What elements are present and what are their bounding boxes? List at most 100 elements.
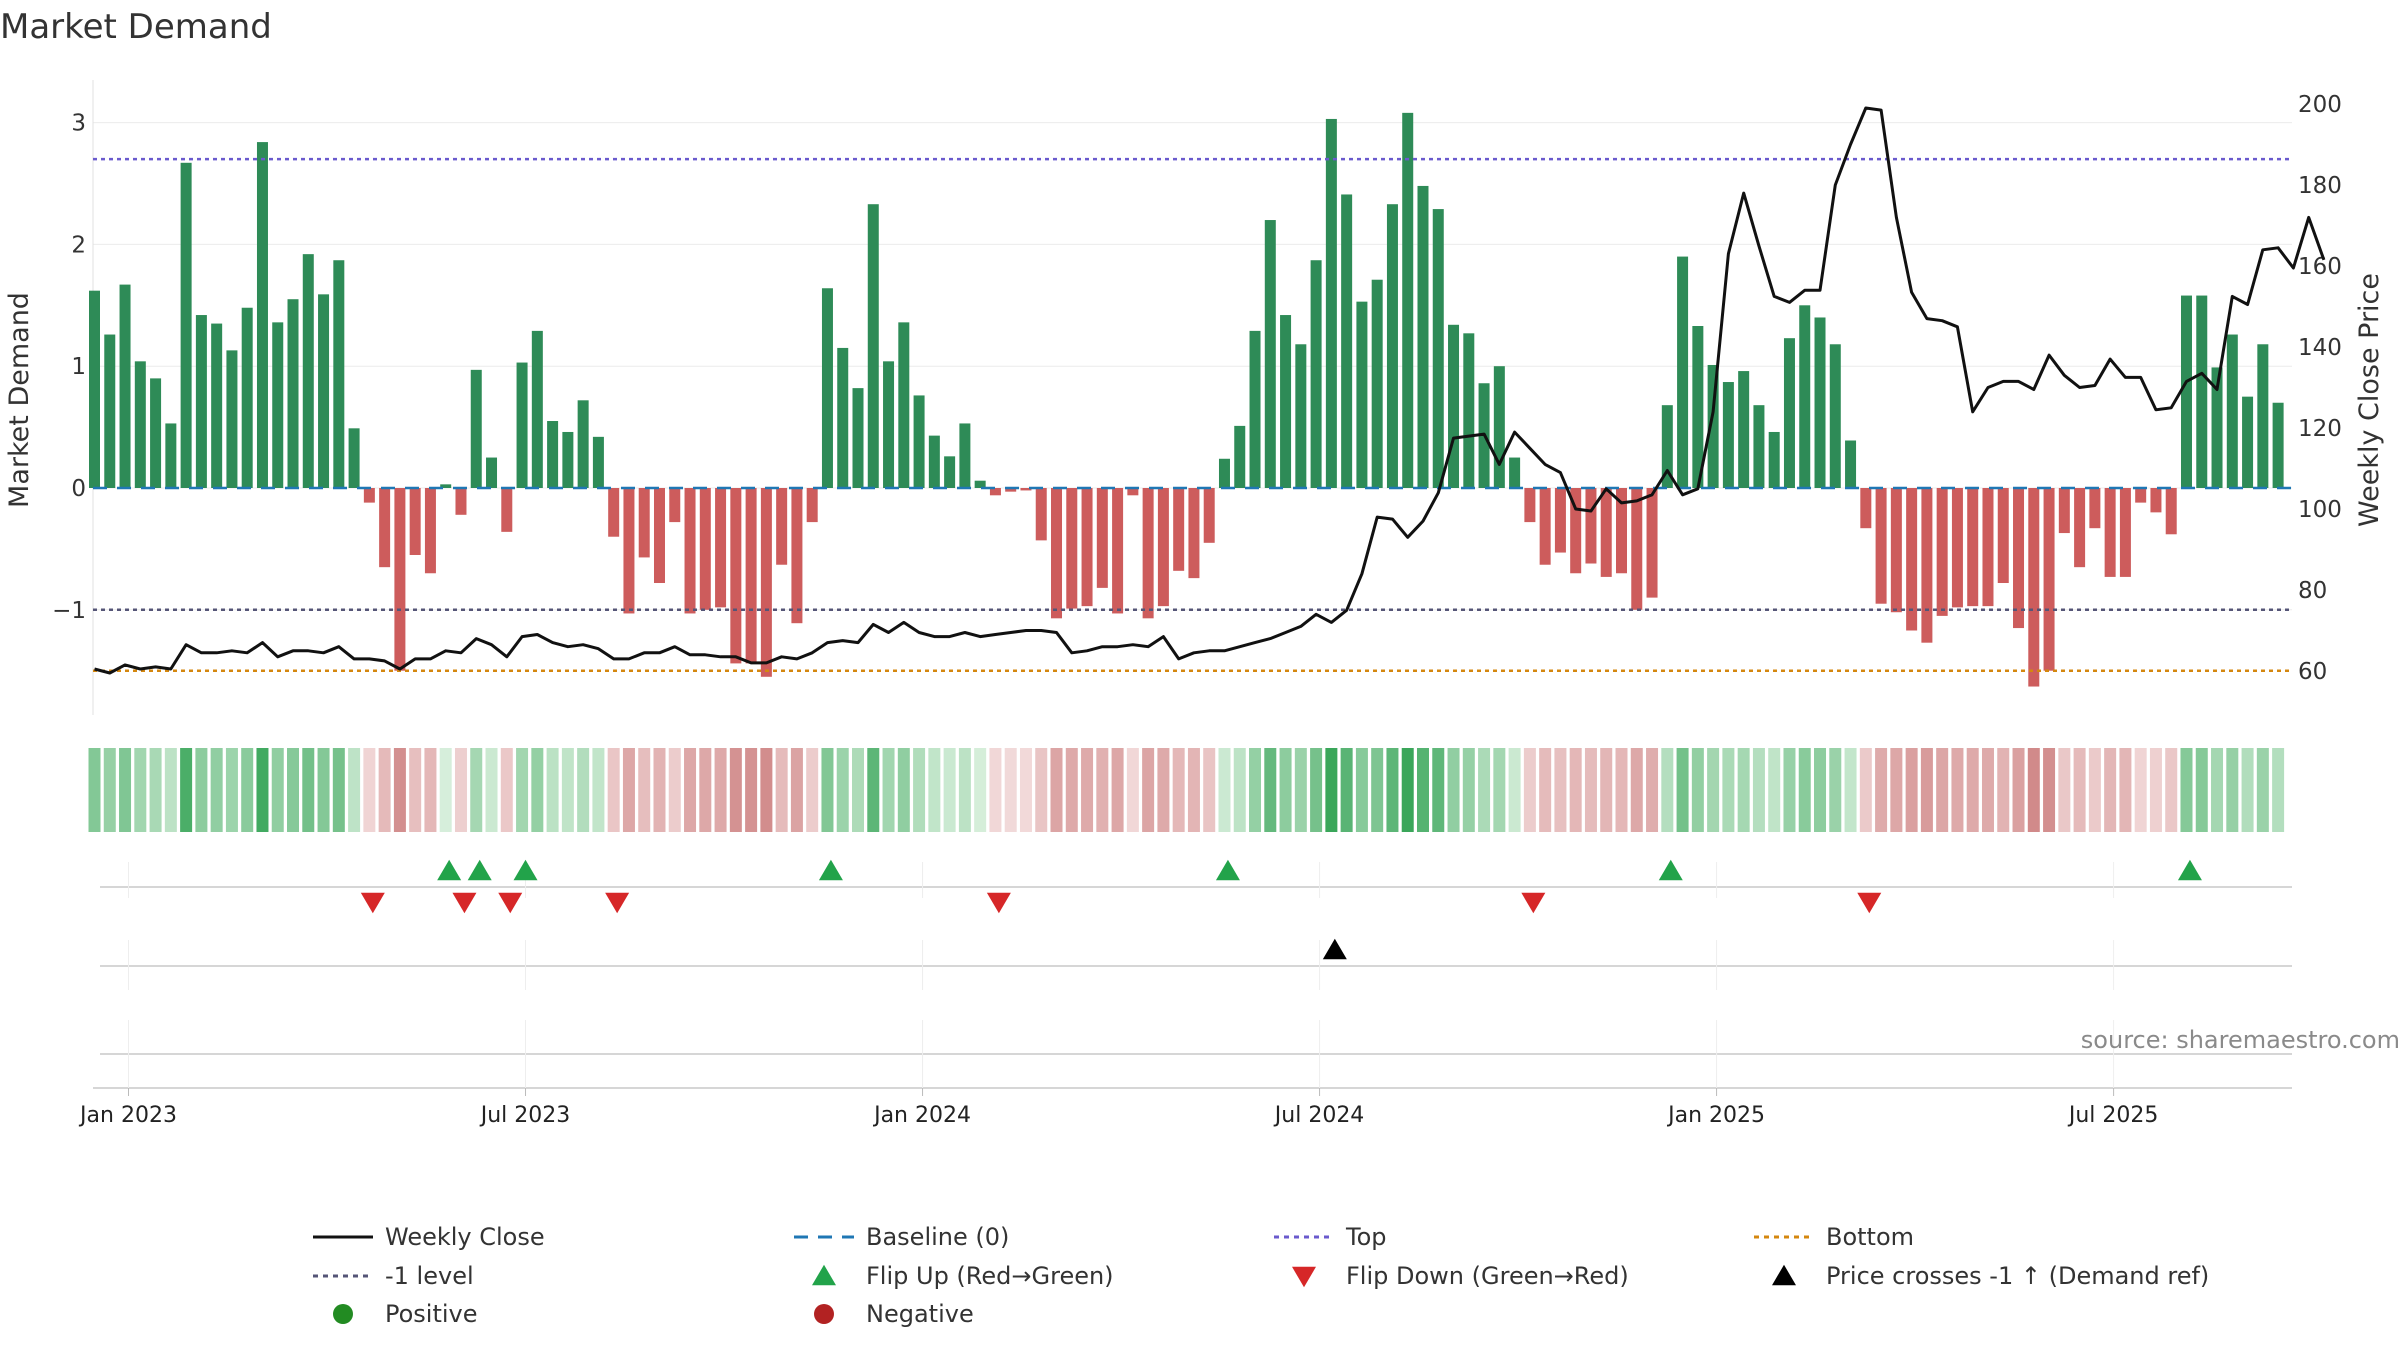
demand-bar bbox=[2242, 396, 2254, 488]
heat-cell bbox=[1310, 748, 1323, 832]
heat-cell bbox=[913, 748, 926, 832]
demand-bar bbox=[913, 395, 925, 488]
chart-title: Market Demand bbox=[0, 7, 272, 47]
heat-cell bbox=[638, 748, 651, 832]
legend-label: -1 level bbox=[385, 1262, 474, 1290]
heat-cell bbox=[1004, 748, 1017, 832]
heat-cell bbox=[2180, 748, 2193, 832]
cross-marker bbox=[1322, 938, 1347, 960]
heat-cell bbox=[164, 748, 177, 832]
demand-bar bbox=[165, 423, 177, 488]
heat-cell bbox=[2134, 748, 2147, 832]
demand-bar bbox=[531, 330, 543, 488]
heat-cell bbox=[1752, 748, 1765, 832]
x-tick-label: Jan 2024 bbox=[872, 1103, 971, 1128]
demand-bar bbox=[333, 260, 345, 488]
heat-cell bbox=[1218, 748, 1231, 832]
demand-bar bbox=[1768, 431, 1780, 488]
heat-cell bbox=[2058, 748, 2071, 832]
heat-cell bbox=[836, 748, 849, 832]
demand-bar bbox=[1936, 488, 1948, 616]
demand-bar bbox=[348, 428, 360, 488]
demand-bar bbox=[1860, 488, 1872, 529]
demand-bar bbox=[424, 488, 436, 574]
demand-bar bbox=[516, 362, 528, 488]
demand-bar bbox=[2043, 488, 2055, 671]
heat-cell bbox=[668, 748, 681, 832]
heat-cell bbox=[1691, 748, 1704, 832]
demand-bar bbox=[1402, 112, 1414, 488]
heat-cell bbox=[393, 748, 406, 832]
heat-cell bbox=[745, 748, 758, 832]
heat-cell bbox=[1172, 748, 1185, 832]
heat-cell bbox=[1142, 748, 1155, 832]
demand-bar bbox=[1493, 366, 1505, 488]
flip-up-marker bbox=[1215, 859, 1240, 881]
demand-bar bbox=[715, 488, 727, 608]
y2-tick-label: 140 bbox=[2298, 335, 2342, 361]
heat-cell bbox=[1936, 748, 1949, 832]
demand-bar bbox=[1890, 488, 1902, 613]
heat-cell bbox=[1478, 748, 1491, 832]
legend-label: Negative bbox=[866, 1300, 974, 1328]
demand-bar bbox=[2272, 402, 2284, 488]
demand-bar bbox=[134, 361, 146, 488]
heat-cell bbox=[1859, 748, 1872, 832]
demand-bar bbox=[837, 347, 849, 488]
demand-bar bbox=[1509, 457, 1521, 488]
legend-label: Weekly Close bbox=[385, 1223, 545, 1251]
flip-down-marker bbox=[605, 892, 630, 914]
demand-bar bbox=[745, 488, 757, 664]
y2-tick-label: 120 bbox=[2298, 416, 2342, 442]
legend-swatch bbox=[1772, 1264, 1796, 1286]
source-label: source: sharemaestro.com bbox=[2081, 1026, 2400, 1054]
heat-cell bbox=[958, 748, 971, 832]
demand-bar bbox=[1906, 488, 1918, 631]
demand-bar bbox=[1112, 488, 1124, 614]
demand-bar bbox=[1631, 488, 1643, 610]
heat-cell bbox=[684, 748, 697, 832]
demand-bar bbox=[272, 322, 284, 488]
demand-bar bbox=[2119, 488, 2131, 577]
heat-cell bbox=[88, 748, 101, 832]
heat-cell bbox=[1401, 748, 1414, 832]
demand-bar bbox=[1020, 488, 1032, 491]
demand-bar bbox=[1264, 220, 1276, 489]
demand-bar bbox=[2150, 488, 2162, 513]
demand-bar bbox=[1386, 204, 1398, 488]
heat-cell bbox=[1035, 748, 1048, 832]
demand-bar bbox=[211, 323, 223, 488]
demand-bar bbox=[1234, 425, 1246, 488]
heat-cell bbox=[1050, 748, 1063, 832]
heat-cell bbox=[409, 748, 422, 832]
demand-bar bbox=[699, 488, 711, 610]
heat-cell bbox=[2088, 748, 2101, 832]
y2-tick-label: 100 bbox=[2298, 497, 2342, 523]
demand-bar bbox=[180, 162, 192, 488]
demand-bar bbox=[1753, 405, 1765, 488]
heat-cell bbox=[2027, 748, 2040, 832]
heat-cell bbox=[1065, 748, 1078, 832]
demand-bar bbox=[1722, 382, 1734, 488]
demand-bar bbox=[1600, 488, 1612, 577]
demand-bar bbox=[1203, 488, 1215, 543]
heat-cell bbox=[1508, 748, 1521, 832]
heat-cell bbox=[775, 748, 788, 832]
y2-tick-label: 80 bbox=[2298, 578, 2327, 604]
heat-cell bbox=[622, 748, 635, 832]
legend-item-cross: Price crosses -1 ↑ (Demand ref) bbox=[1772, 1262, 2209, 1290]
demand-bar bbox=[2028, 488, 2040, 687]
heat-cell bbox=[928, 748, 941, 832]
heat-cell bbox=[653, 748, 666, 832]
demand-bar bbox=[256, 142, 268, 488]
demand-bar bbox=[287, 299, 299, 488]
legend-swatch bbox=[333, 1304, 353, 1324]
flip-down-marker bbox=[360, 892, 385, 914]
demand-bar bbox=[928, 435, 940, 488]
heat-cell bbox=[546, 748, 559, 832]
x-axis-ticks: Jan 2023 Jul 2023 Jan 2024 Jul 2024 Jan 2025… bbox=[78, 1088, 2158, 1128]
heat-cell bbox=[2256, 748, 2269, 832]
y-tick-label: 2 bbox=[71, 232, 86, 258]
demand-bar bbox=[1554, 488, 1566, 553]
heat-cell bbox=[1737, 748, 1750, 832]
